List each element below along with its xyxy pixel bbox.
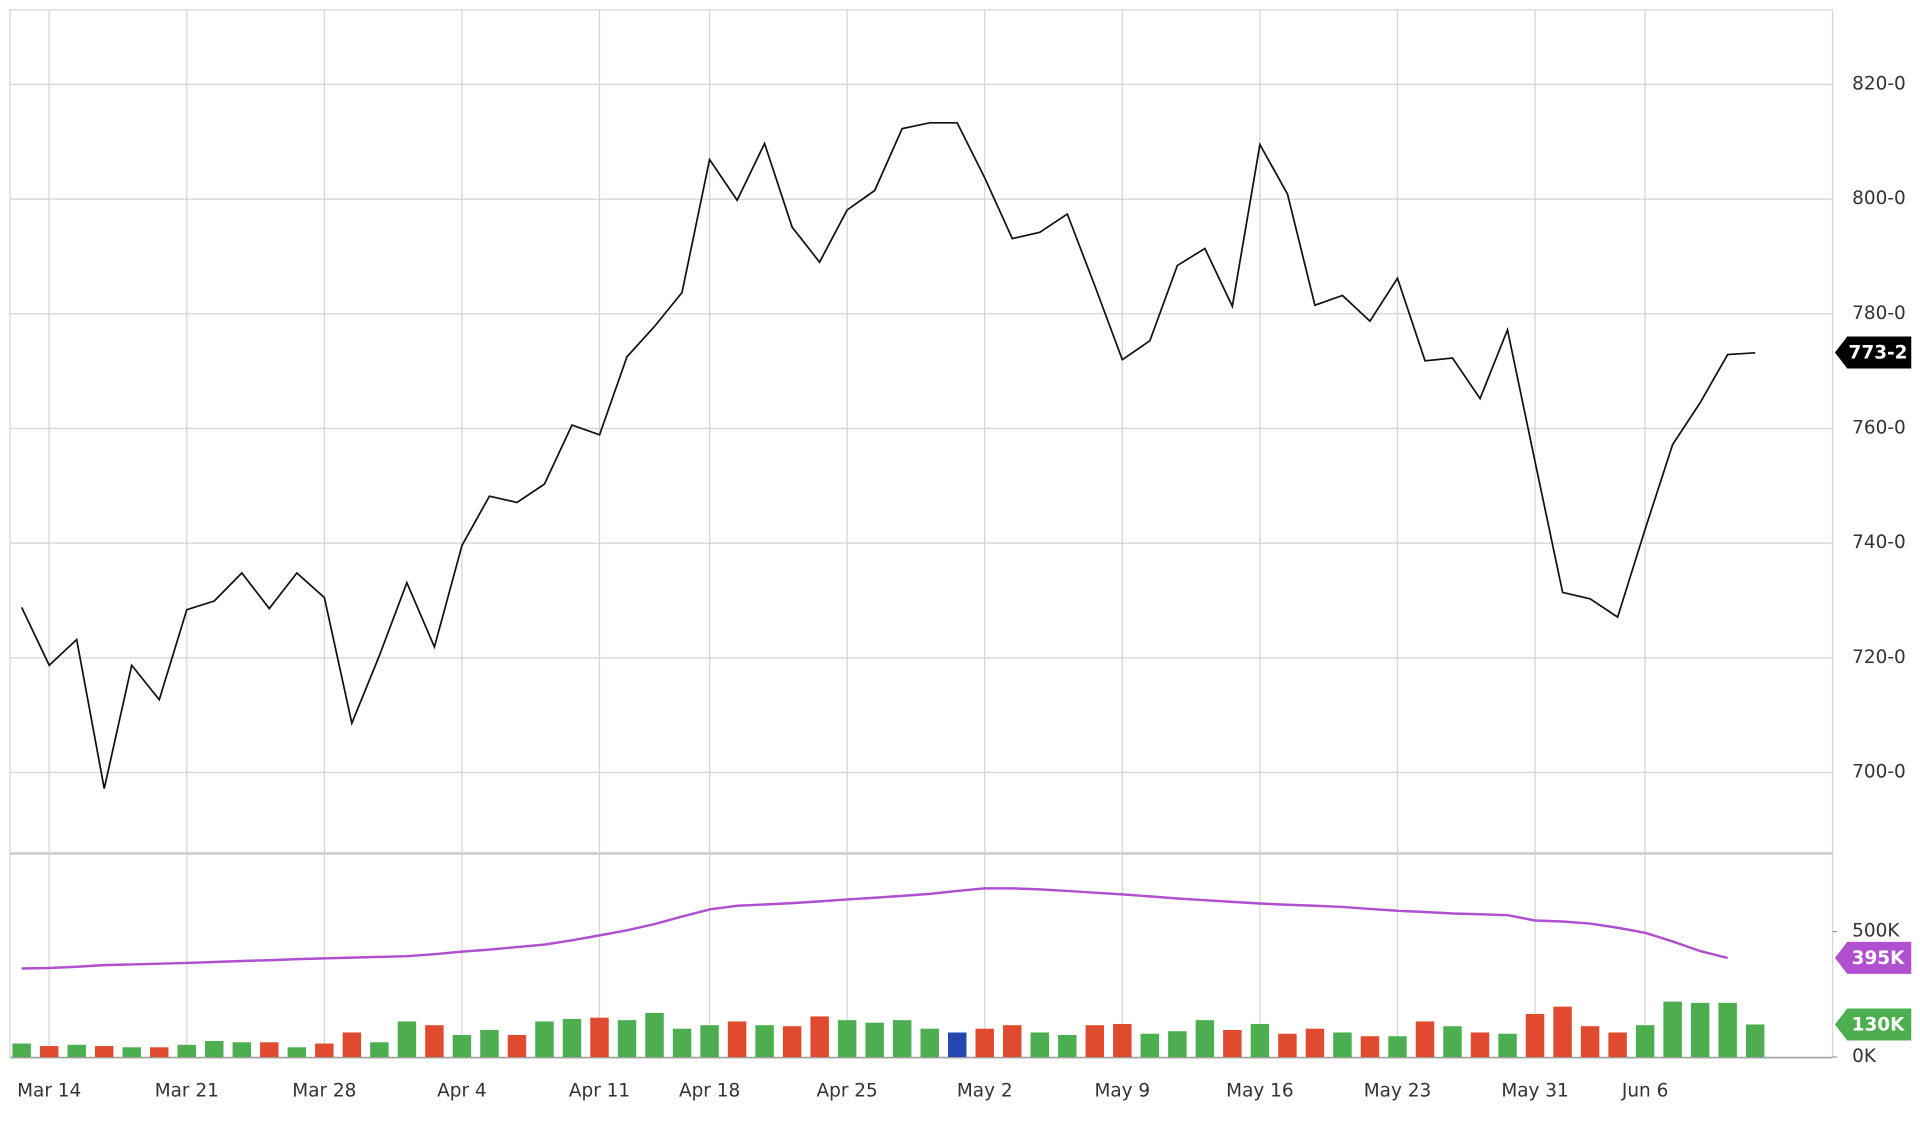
x-tick-label: May 31 bbox=[1501, 1081, 1568, 1102]
volume-bar bbox=[232, 1042, 252, 1058]
volume-bar bbox=[1195, 1020, 1215, 1058]
volume-bar bbox=[1058, 1034, 1077, 1058]
y-tick-label: 780-0 bbox=[1852, 303, 1906, 324]
volume-bar bbox=[810, 1016, 829, 1058]
volume-bar bbox=[342, 1032, 362, 1058]
volume-bar bbox=[1168, 1031, 1187, 1058]
x-tick-label: Apr 11 bbox=[569, 1081, 630, 1102]
volume-bar bbox=[1223, 1029, 1242, 1058]
volume-bar bbox=[67, 1044, 86, 1058]
volume-bar bbox=[1745, 1024, 1765, 1058]
x-tick-label: Mar 21 bbox=[155, 1081, 219, 1102]
volume-bar bbox=[94, 1046, 114, 1058]
volume-bar bbox=[370, 1042, 389, 1058]
x-tick-label: Jun 6 bbox=[1621, 1081, 1668, 1102]
volume-bar bbox=[755, 1025, 774, 1058]
volume-bar bbox=[1085, 1025, 1105, 1058]
volume-bar bbox=[205, 1041, 224, 1058]
volume-bar bbox=[397, 1021, 417, 1058]
volume-bar bbox=[920, 1028, 939, 1058]
volume-bar bbox=[1360, 1036, 1380, 1058]
volume-bar bbox=[12, 1043, 31, 1058]
volume-bar bbox=[1113, 1023, 1132, 1058]
volume-bar bbox=[1140, 1033, 1160, 1058]
y-tick-label: 720-0 bbox=[1852, 647, 1906, 668]
volume-bar bbox=[1278, 1033, 1297, 1058]
x-tick-label: May 2 bbox=[957, 1081, 1013, 1102]
value-tag-label: 395K bbox=[1852, 948, 1905, 969]
y-tick-label: 700-0 bbox=[1852, 762, 1906, 783]
volume-bar bbox=[1388, 1036, 1407, 1058]
volume-bar bbox=[1690, 1002, 1710, 1058]
price-line bbox=[20, 121, 1756, 789]
volume-bar bbox=[562, 1018, 582, 1058]
y-tick-label: 500K bbox=[1852, 921, 1900, 942]
average-line bbox=[21, 887, 1728, 970]
volume-bar bbox=[1525, 1013, 1545, 1058]
x-tick-label: May 23 bbox=[1364, 1081, 1431, 1102]
volume-bar bbox=[260, 1042, 279, 1058]
value-tag bbox=[1834, 1008, 1912, 1041]
x-tick-label: Apr 25 bbox=[817, 1081, 878, 1102]
x-tick-label: May 9 bbox=[1094, 1081, 1150, 1102]
volume-bar bbox=[150, 1047, 169, 1058]
value-tag bbox=[1834, 336, 1912, 369]
volume-bar bbox=[425, 1025, 444, 1058]
volume-bar bbox=[1333, 1032, 1352, 1058]
volume-bar bbox=[177, 1044, 196, 1058]
x-tick-label: May 16 bbox=[1226, 1081, 1293, 1102]
volume-bar bbox=[452, 1034, 472, 1058]
volume-bar bbox=[865, 1022, 884, 1058]
value-tag-label: 130K bbox=[1852, 1015, 1905, 1036]
volume-bar bbox=[1580, 1026, 1600, 1058]
volume-bar bbox=[782, 1026, 802, 1058]
volume-bar bbox=[1030, 1032, 1049, 1058]
volume-bar bbox=[1305, 1028, 1325, 1058]
x-tick-label: Mar 28 bbox=[292, 1081, 356, 1102]
volume-bar bbox=[892, 1020, 912, 1058]
volume-bar bbox=[535, 1021, 554, 1058]
y-tick-label: 740-0 bbox=[1852, 532, 1906, 553]
volume-bar bbox=[645, 1012, 664, 1058]
volume-bar bbox=[700, 1025, 719, 1058]
volume-bar bbox=[1443, 1026, 1462, 1058]
volume-bar bbox=[1635, 1025, 1655, 1058]
volume-bar bbox=[1663, 1001, 1682, 1058]
volume-bar bbox=[975, 1028, 994, 1058]
volume-bar bbox=[1415, 1021, 1435, 1058]
volume-bar bbox=[1250, 1023, 1270, 1058]
volume-bar bbox=[507, 1034, 527, 1058]
x-tick-label: Apr 4 bbox=[437, 1081, 487, 1102]
volume-bar bbox=[1553, 1006, 1572, 1058]
volume-bar bbox=[1498, 1033, 1517, 1058]
y-tick-label: 0K bbox=[1852, 1046, 1877, 1067]
x-tick-label: Mar 14 bbox=[17, 1081, 81, 1102]
volume-bar bbox=[122, 1047, 141, 1058]
y-tick-label: 760-0 bbox=[1852, 417, 1906, 438]
volume-bar bbox=[287, 1047, 307, 1058]
value-tag-label: 773-2 bbox=[1849, 343, 1908, 364]
volume-bar bbox=[1470, 1032, 1490, 1058]
y-tick-label: 800-0 bbox=[1852, 188, 1906, 209]
volume-bar bbox=[1003, 1025, 1022, 1058]
volume-bar bbox=[480, 1029, 499, 1058]
volume-bar bbox=[947, 1032, 967, 1058]
plot-frame bbox=[9, 9, 1834, 1058]
volume-bar bbox=[727, 1021, 747, 1058]
volume-bar bbox=[837, 1020, 857, 1058]
volume-bar bbox=[39, 1046, 59, 1058]
x-tick-label: Apr 18 bbox=[679, 1081, 740, 1102]
volume-bar bbox=[1718, 1002, 1737, 1058]
value-tag bbox=[1834, 941, 1912, 974]
y-tick-label: 820-0 bbox=[1852, 73, 1906, 94]
volume-bar bbox=[617, 1020, 637, 1058]
volume-bar bbox=[1608, 1032, 1627, 1058]
volume-bar bbox=[590, 1017, 609, 1058]
volume-bar bbox=[315, 1043, 334, 1058]
volume-bar bbox=[672, 1028, 692, 1058]
